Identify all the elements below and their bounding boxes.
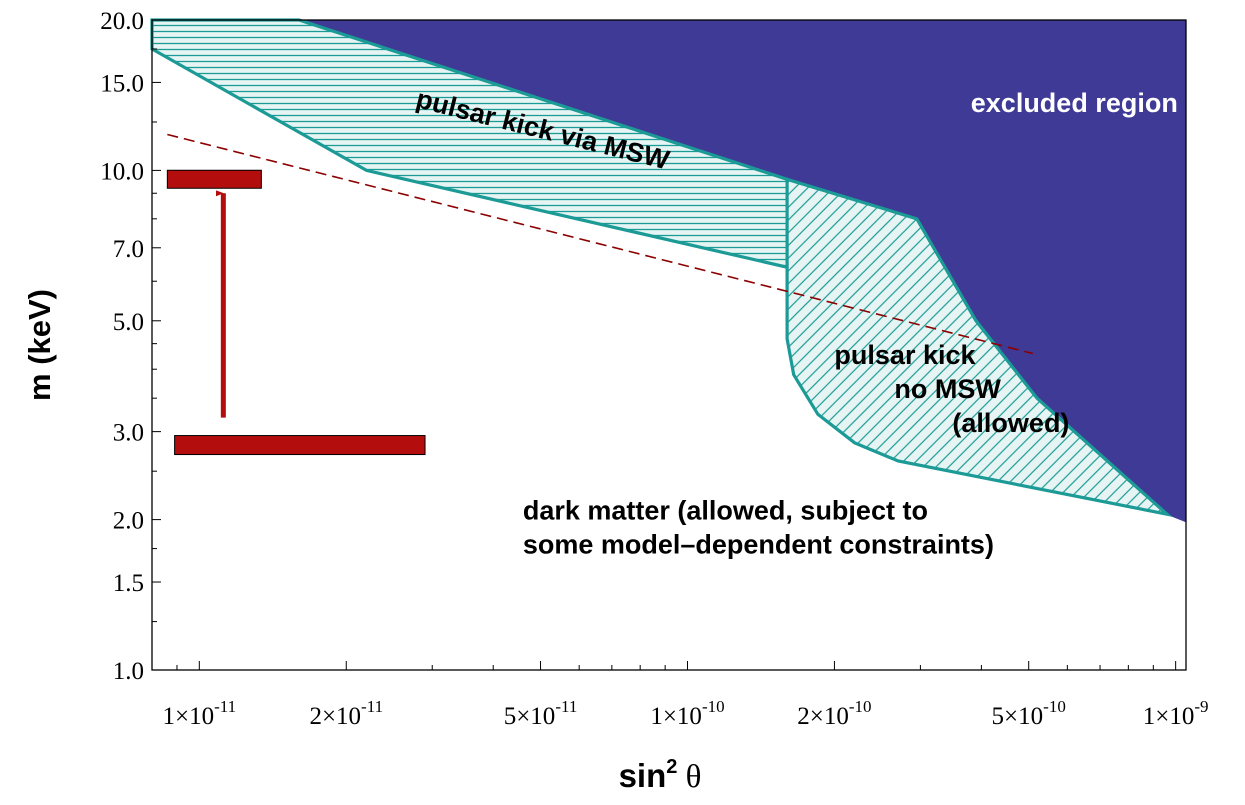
annotation-excluded-region: excluded region	[971, 88, 1178, 118]
bar-2	[174, 435, 426, 456]
y-axis-title: m (keV)	[22, 289, 57, 401]
dashed-line	[167, 133, 1034, 355]
y-tick-label-2: 2.0	[113, 508, 144, 535]
plot-frame	[151, 19, 1187, 671]
x-tick-label-3: 1×10-10	[650, 697, 724, 730]
x-axis-title: sin2 θ	[619, 756, 702, 795]
annotation-dark-matter-allowed-subject-to: dark matter (allowed, subject to some mod…	[523, 496, 994, 560]
y-tick-label-1: 1.5	[113, 570, 144, 597]
annotation-pulsar-kick: pulsar kick no MSW (allowed)	[834, 340, 1069, 438]
annotation-line: excluded region	[971, 88, 1178, 118]
regions	[150, 18, 1187, 523]
y-tick-label-7: 15.0	[100, 70, 144, 97]
y-tick-label-0: 1.0	[113, 658, 144, 685]
x-tick-label-0: 1×10-11	[162, 697, 236, 730]
annotation-line: some model–dependent constraints)	[523, 530, 994, 560]
y-tick-label-4: 5.0	[113, 309, 144, 336]
annotation-line: dark matter (allowed, subject to	[523, 496, 928, 526]
annotation-line: (allowed)	[952, 408, 1069, 438]
x-tick-label-1: 2×10-11	[309, 697, 383, 730]
axis-ticks: 1×10-11 2×10-11 5×10-11 1×10-10 2×10-10 5×10-…	[100, 8, 1208, 730]
x-tick-label-4: 2×10-10	[797, 697, 871, 730]
y-tick-label-8: 20.0	[100, 8, 144, 35]
y-tick-label-3: 3.0	[113, 420, 144, 447]
annotation-line: no MSW	[894, 374, 1001, 404]
marks	[166, 133, 1034, 456]
bar-1	[166, 169, 262, 189]
y-tick-label-5: 7.0	[113, 236, 144, 263]
annotation-line: pulsar kick	[834, 340, 976, 370]
y-tick-label-6: 10.0	[100, 158, 144, 185]
x-tick-label-2: 5×10-11	[504, 697, 578, 730]
pulsar-kick-no-msw-allowed-hatch	[785, 177, 1173, 517]
x-tick-label-6: 1×10-9	[1143, 697, 1209, 730]
x-tick-label-5: 5×10-10	[992, 697, 1066, 730]
